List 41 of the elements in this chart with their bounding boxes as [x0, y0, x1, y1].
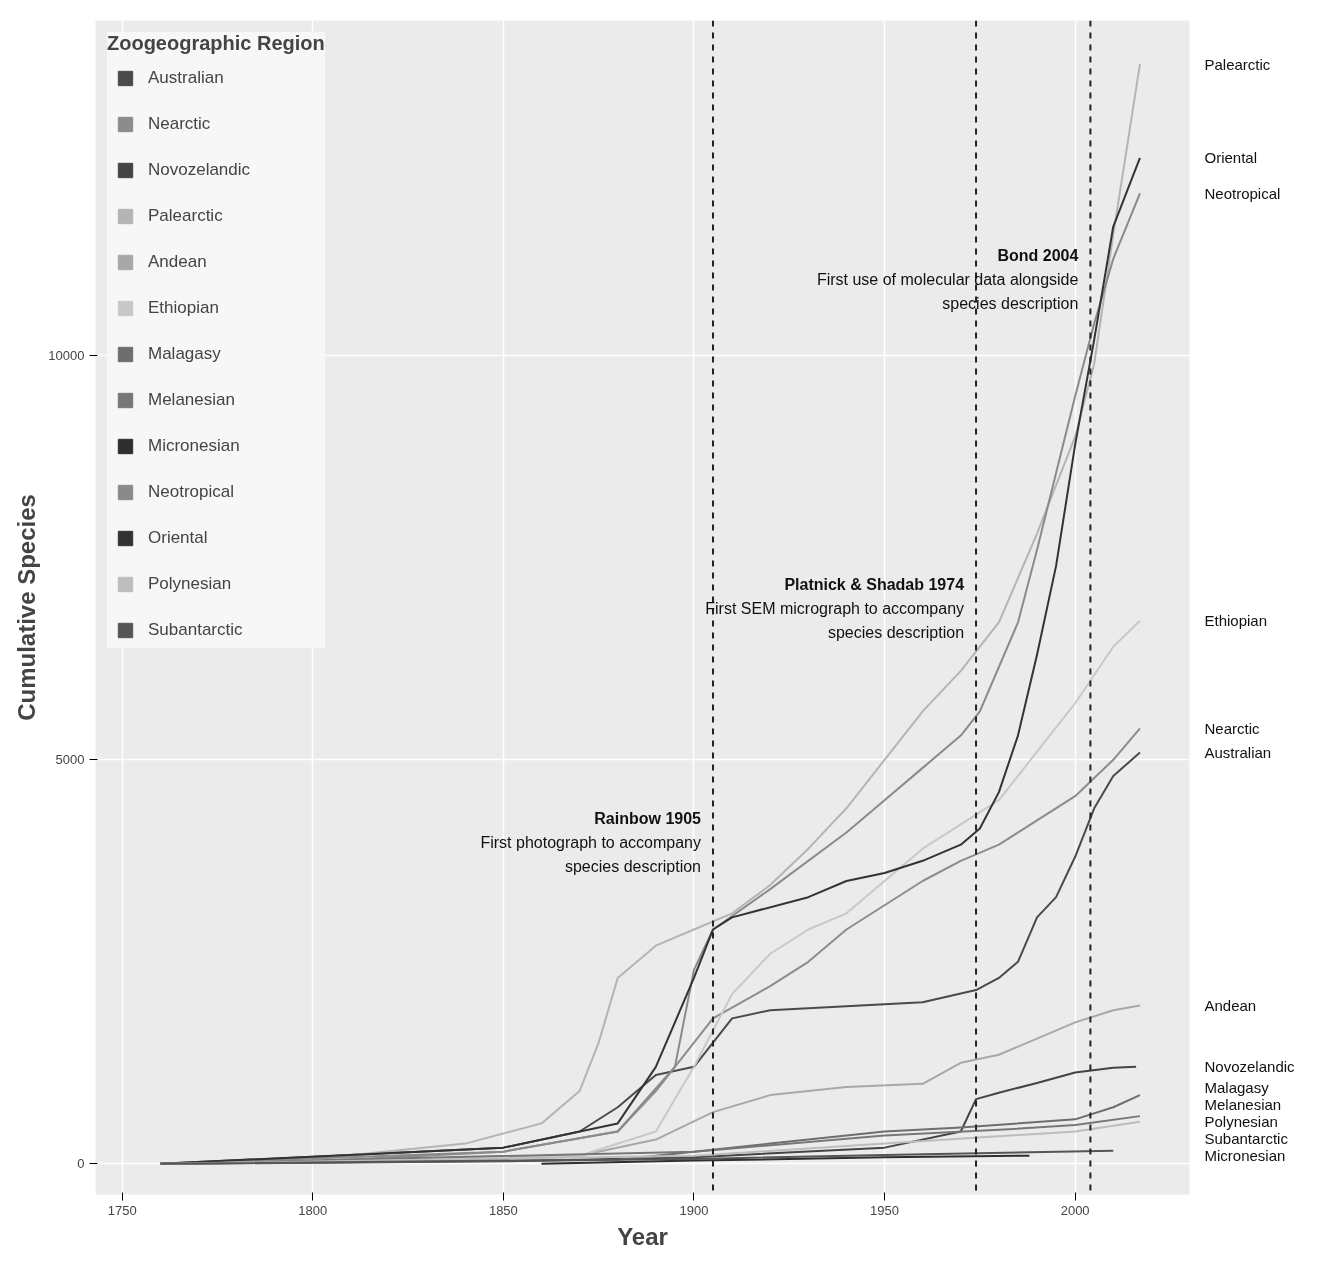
legend-label: Oriental [148, 528, 208, 548]
y-tick-label: 0 [77, 1156, 85, 1172]
legend-title: Zoogeographic Region [107, 32, 325, 55]
y-tick-label: 5000 [55, 752, 85, 768]
x-tick-label: 1950 [870, 1202, 900, 1218]
x-axis-title: Year [617, 1222, 668, 1250]
legend-label: Palearctic [148, 206, 223, 226]
ref-line-label: Bond 2004 First use of molecular data alongside species description [816, 246, 1079, 312]
ref-line-label: Platnick & Shadab 1974 First SEM micrograph to accompany species description [705, 575, 965, 641]
text: Malagasy [1204, 1079, 1269, 1097]
legend-label: Neotropical [148, 482, 234, 502]
text: Micronesian [1204, 1147, 1286, 1165]
x-tick-label: 1750 [107, 1202, 137, 1218]
legend-label: Ethiopian [148, 298, 219, 318]
text: Melanesian [1204, 1096, 1282, 1114]
x-tick-label: 1850 [488, 1202, 518, 1218]
text: Australian [1204, 744, 1272, 762]
text: Neotropical [1204, 184, 1281, 202]
legend-label: Novozelandic [148, 160, 251, 180]
legend-label: Subantarctic [148, 620, 243, 640]
x-tick-label: 1800 [298, 1202, 328, 1218]
legend-label: Australian [148, 68, 224, 88]
text: Oriental [1204, 149, 1258, 167]
text: Polynesian [1204, 1113, 1278, 1131]
text: Nearctic [1204, 719, 1260, 737]
legend-label: Melanesian [148, 390, 235, 410]
x-tick-label: 1900 [679, 1202, 709, 1218]
text: Andean [1204, 996, 1257, 1014]
text: Novozelandic [1204, 1058, 1295, 1076]
y-axis-title: Cumulative Species [13, 494, 41, 721]
legend-label: Andean [148, 252, 207, 272]
text: Palearctic [1204, 55, 1271, 73]
x-tick-label: 2000 [1060, 1202, 1090, 1218]
ref-line-label: Rainbow 1905 First photograph to accompany species description [480, 810, 702, 876]
text: Ethiopian [1204, 612, 1268, 630]
legend-label: Malagasy [148, 344, 221, 364]
legend-label: Nearctic [148, 114, 211, 134]
legend-label: Micronesian [148, 436, 240, 456]
legend-label: Polynesian [148, 574, 232, 594]
y-tick-label: 10000 [48, 348, 85, 364]
text: Subantarctic [1204, 1130, 1288, 1148]
